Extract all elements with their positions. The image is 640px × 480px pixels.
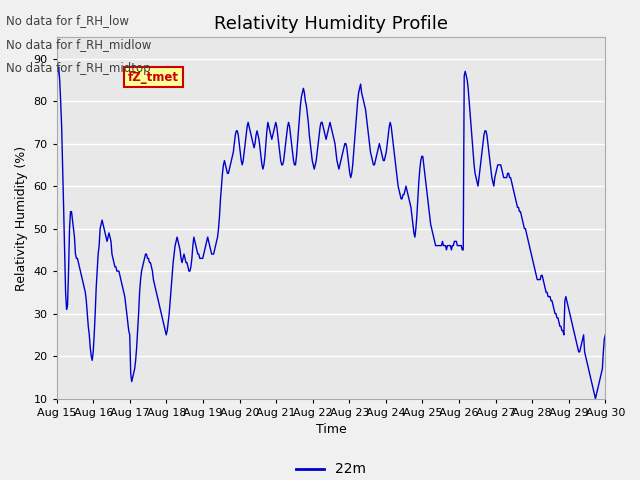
Text: No data for f_RH_midtop: No data for f_RH_midtop [6, 62, 151, 75]
Text: No data for f_RH_midlow: No data for f_RH_midlow [6, 38, 152, 51]
Text: No data for f_RH_low: No data for f_RH_low [6, 14, 129, 27]
Text: fZ_tmet: fZ_tmet [128, 71, 179, 84]
Y-axis label: Relativity Humidity (%): Relativity Humidity (%) [15, 145, 28, 290]
Legend: 22m: 22m [291, 457, 371, 480]
Title: Relativity Humidity Profile: Relativity Humidity Profile [214, 15, 448, 33]
X-axis label: Time: Time [316, 423, 346, 436]
